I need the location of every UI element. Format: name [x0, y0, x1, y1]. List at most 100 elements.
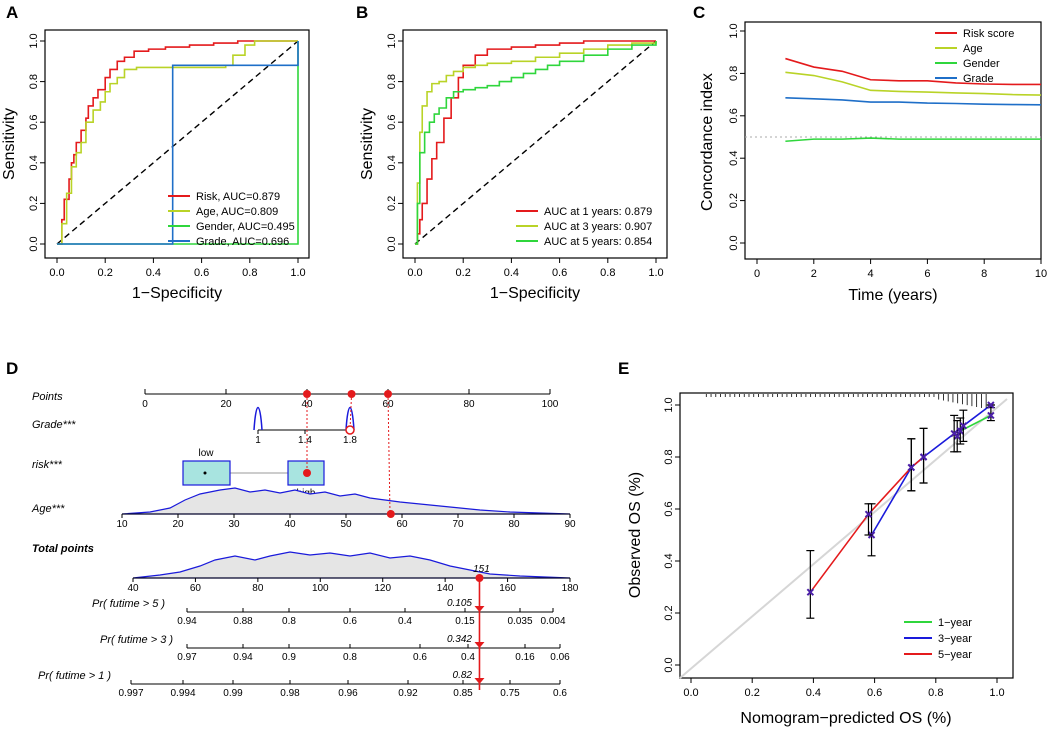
- prob-axis-tick-label: 0.994: [170, 688, 195, 699]
- points-axis-tick-label: 60: [382, 399, 394, 410]
- total-points-tick-label: 160: [499, 583, 516, 594]
- points-axis-tick-label: 20: [220, 399, 232, 410]
- panel-c-y-axis-title: Concordance index: [699, 73, 716, 211]
- panel-e-calibration-point: [919, 453, 928, 461]
- grade-selected-marker: [345, 425, 355, 435]
- panel-e-y-axis-title: Observed OS (%): [627, 472, 644, 598]
- grade-density-low: [253, 407, 263, 431]
- prob-selected-arrow: [474, 606, 485, 612]
- age-axis-tick-label: 70: [452, 519, 464, 530]
- panel-a-plot-frame: [44, 29, 310, 259]
- panel-e-legend-label: 1−year: [938, 617, 972, 629]
- prob-axis-label: Pr( futime > 5 ): [92, 598, 165, 610]
- age-axis-tick-label: 10: [116, 519, 128, 530]
- b-y-tick-label: 0.0: [386, 236, 398, 251]
- prob-axis-tick-label: 0.06: [550, 652, 570, 663]
- panel-e-legend: 1−year 3−year 5−year: [904, 617, 972, 661]
- panel-b-roc-chart: 0.0 0.2 0.4 0.6 0.8 1.0 0.0 0.2 0.4 0.6 0.8 1.0 1−…: [359, 29, 668, 302]
- panel-c-concordance-chart: 0 2 4 6 8 10 0.00.20.40.60.81.0 Time (years) …: [699, 21, 1047, 304]
- a-y-tick-label: 0.4: [28, 155, 40, 170]
- c-x-tick-label: 0: [754, 268, 760, 280]
- panel-b-legend-label: AUC at 1 years: 0.879: [544, 206, 652, 218]
- b-y-tick-label: 1.0: [386, 33, 398, 48]
- panel-b-y-axis-title: Sensitivity: [359, 108, 376, 180]
- prob-axis-tick-label: 0.8: [343, 652, 357, 663]
- a-y-tick-label: 0.6: [28, 115, 40, 130]
- a-x-tick-label: 0.0: [49, 267, 64, 279]
- b-series-line-2: [415, 41, 657, 245]
- prob-axis-tick-label: 0.99: [223, 688, 243, 699]
- total-points-tick-label: 100: [312, 583, 329, 594]
- e-x-tick-label: 0.0: [683, 687, 698, 699]
- prob-axis-tick-label: 0.9: [282, 652, 296, 663]
- panel-b-legend-label: AUC at 3 years: 0.907: [544, 221, 652, 233]
- total-points-tick-label: 140: [437, 583, 454, 594]
- a-x-tick-label: 0.6: [194, 267, 209, 279]
- prob-axis-tick-label: 0.6: [553, 688, 567, 699]
- prob-axis-tick-label: 0.94: [177, 616, 197, 627]
- e-y-tick-label: 1.0: [663, 397, 675, 412]
- prob-axis-label: Pr( futime > 3 ): [100, 634, 173, 646]
- c-y-tick-label: 0.6: [728, 108, 740, 123]
- a-y-tick-label: 0.2: [28, 196, 40, 211]
- age-axis-tick-label: 50: [340, 519, 352, 530]
- age-dotted-guide: [387, 393, 391, 515]
- panel-c-legend: Risk score Age Gender Grade: [935, 28, 1014, 85]
- grade-variable-label: Grade***: [32, 419, 76, 431]
- prob-axis-tick-label: 0.92: [398, 688, 418, 699]
- total-points-tick-label: 120: [374, 583, 391, 594]
- b-x-tick-label: 0.2: [456, 267, 471, 279]
- a-series-line-2: [57, 40, 298, 245]
- prob-axis-tick-label: 0.4: [398, 616, 412, 627]
- b-series-line-3: [415, 41, 657, 245]
- prob-value-label: 0.105: [447, 598, 472, 609]
- b-series-line-1: [415, 40, 656, 245]
- a-x-tick-label: 0.4: [146, 267, 161, 279]
- age-axis-tick-label: 80: [508, 519, 520, 530]
- total-points-tick-label: 40: [127, 583, 139, 594]
- prob-axis-tick-label: 0.8: [282, 616, 296, 627]
- panel-letter-a: A: [6, 3, 18, 22]
- panel-letter-b: B: [356, 3, 368, 22]
- c-y-tick-label: 1.0: [728, 23, 740, 38]
- prob-value-label: 0.82: [453, 670, 473, 681]
- c-y-tick-label: 0.0: [728, 235, 740, 250]
- panel-c-plot-frame: [744, 21, 1042, 260]
- age-axis-tick-label: 30: [228, 519, 240, 530]
- prob-selected-arrow: [474, 678, 485, 684]
- panel-c-x-axis-title: Time (years): [848, 287, 937, 304]
- a-y-tick-label: 0.0: [28, 236, 40, 251]
- c-y-tick-label: 0.2: [728, 193, 740, 208]
- points-axis-tick-label: 40: [301, 399, 313, 410]
- panel-e-calibration-point: [907, 463, 916, 472]
- panel-e-calibration-point: [956, 427, 964, 435]
- panel-a-x-axis-title: 1−Specificity: [132, 285, 222, 302]
- c-x-tick-label: 2: [811, 268, 817, 280]
- panel-a-legend-label: Risk, AUC=0.879: [196, 191, 280, 203]
- total-points-tick-label: 60: [190, 583, 202, 594]
- total-points-tick-label: 80: [252, 583, 264, 594]
- age-axis-tick-label: 20: [172, 519, 184, 530]
- e-x-tick-label: 0.2: [745, 687, 760, 699]
- prob-axis-tick-label: 0.15: [455, 616, 475, 627]
- panel-a-legend-label: Age, AUC=0.809: [196, 206, 278, 218]
- age-variable-label: Age***: [31, 503, 65, 515]
- grade-axis-tick-label: 1: [255, 435, 261, 446]
- prob-axis-tick-label: 0.004: [540, 616, 565, 627]
- prob-axis-tick-label: 0.85: [453, 688, 473, 699]
- total-points-tick-label: 180: [562, 583, 579, 594]
- age-axis-tick-label: 40: [284, 519, 296, 530]
- grade-density-high: [345, 407, 355, 431]
- prob-axis-tick-label: 0.035: [507, 616, 532, 627]
- panel-b-reference-diagonal: [414, 40, 657, 245]
- panel-e-calibration-chart: 0.0 0.2 0.4 0.6 0.8 1.0 0.0 0.2 0.4 0.6 0.8 1.0 No…: [627, 392, 1014, 727]
- e-y-tick-label: 0.6: [663, 501, 675, 516]
- panel-letter-d: D: [6, 359, 18, 378]
- prob-axis-tick-label: 0.94: [233, 652, 253, 663]
- risk-low-marker: [203, 471, 207, 475]
- grade-axis-tick-label: 1.8: [343, 435, 357, 446]
- b-x-tick-label: 0.4: [504, 267, 519, 279]
- c-x-tick-label: 10: [1035, 268, 1047, 280]
- a-series-line-4: [57, 41, 299, 245]
